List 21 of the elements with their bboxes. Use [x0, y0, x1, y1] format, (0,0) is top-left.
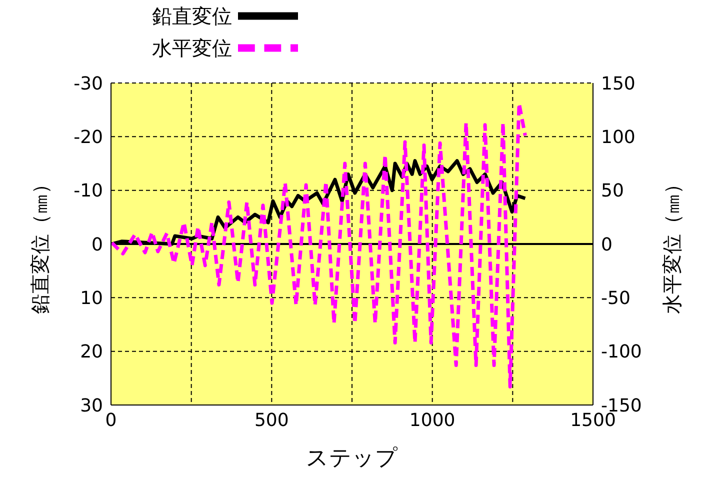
- y2-tick-label: 100: [601, 127, 636, 148]
- y2-tick-label: -50: [601, 288, 630, 310]
- y-tick-label: 10: [80, 288, 103, 310]
- x-tick-label: 0: [105, 410, 117, 431]
- y2-tick-label: 150: [601, 73, 636, 94]
- y2-axis-title: 水平変位（㎜）: [660, 174, 684, 314]
- y2-tick-label: 50: [601, 180, 624, 202]
- y-tick-label: 30: [80, 395, 103, 416]
- y-axis-title: 鉛直変位（㎜）: [28, 174, 52, 314]
- legend-label: 水平変位: [152, 36, 232, 60]
- y2-tick-label: -100: [601, 342, 642, 363]
- x-tick-label: 500: [254, 410, 289, 431]
- y-tick-label: -30: [74, 73, 103, 94]
- legend-label: 鉛直変位: [152, 4, 232, 28]
- y2-tick-label: 0: [601, 234, 612, 256]
- y-tick-label: -10: [74, 180, 103, 202]
- y-tick-label: -20: [74, 127, 103, 148]
- x-tick-label: 1000: [409, 410, 456, 431]
- x-axis-title: ステップ: [306, 446, 398, 471]
- y-tick-label: 20: [80, 342, 103, 363]
- y-tick-label: 0: [92, 234, 103, 256]
